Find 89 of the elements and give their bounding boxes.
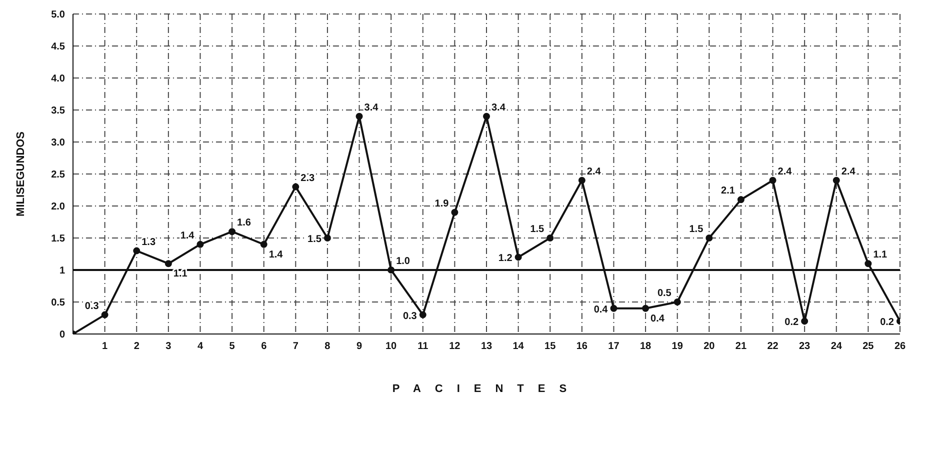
point (419, 311, 426, 318)
data-label: 1.5 (308, 234, 322, 245)
data-label: 1.4 (180, 230, 195, 242)
point (578, 176, 586, 184)
x-tick-label: 2 (134, 341, 140, 352)
point (196, 240, 204, 248)
point (674, 298, 681, 306)
y-tick-label: 3.5 (51, 106, 66, 117)
x-tick-label: 20 (704, 341, 716, 352)
data-label: 0.3 (402, 310, 418, 322)
y-tick-label: 2.5 (51, 170, 66, 181)
x-tick-label: 21 (735, 341, 747, 352)
y-tick-label: 5.0 (51, 10, 66, 21)
point (642, 304, 650, 312)
y-tick-label: 3.0 (51, 138, 66, 149)
point (769, 176, 776, 184)
x-tick-label: 5 (229, 341, 236, 352)
point (801, 318, 808, 325)
point (292, 183, 300, 190)
data-label: 3.4 (492, 102, 506, 114)
data-label: 1.5 (689, 224, 704, 235)
data-label: 2.1 (721, 186, 736, 197)
data-label: 0.4 (594, 304, 608, 316)
y-tick-label: 0.5 (51, 298, 66, 309)
data-label: 2.4 (586, 166, 602, 178)
data-label: 1.1 (873, 250, 888, 261)
y-tick-label: 2.0 (51, 202, 66, 213)
data-label: 0.4 (650, 313, 665, 324)
point (101, 311, 108, 318)
x-tick-label: 8 (324, 341, 331, 352)
x-tick-label: 10 (386, 341, 398, 352)
point (228, 228, 236, 236)
point (706, 234, 713, 242)
x-tick-label: 1 (102, 341, 108, 352)
x-tick-label: 19 (672, 341, 684, 352)
y-tick-label: 1 (59, 266, 66, 277)
point (864, 260, 872, 268)
point (737, 196, 744, 204)
y-tick-label: 0 (59, 330, 66, 341)
point (514, 254, 522, 261)
point (546, 234, 554, 242)
x-tick-label: 14 (512, 341, 524, 352)
x-tick-label: 17 (608, 341, 620, 352)
x-tick-label: 24 (830, 341, 842, 352)
x-axis-title: PACIENTES (392, 383, 581, 395)
data-label: 0.2 (784, 317, 800, 328)
x-tick-label: 25 (862, 341, 874, 352)
x-tick-label: 22 (767, 341, 779, 352)
data-label: 0.2 (880, 317, 894, 328)
data-label: 2.4 (778, 166, 792, 178)
y-tick-label: 1.5 (51, 234, 66, 245)
data-label: 3.4 (364, 102, 379, 114)
x-tick-label: 23 (799, 341, 811, 352)
x-tick-label: 13 (480, 341, 492, 352)
x-tick-label: 26 (894, 341, 906, 352)
point (133, 247, 140, 254)
x-tick-label: 4 (197, 341, 204, 352)
data-label: 1.9 (434, 198, 450, 210)
y-tick-label: 4.5 (51, 42, 66, 53)
y-tick-label: 4.0 (51, 74, 66, 85)
data-label: 2.4 (841, 166, 856, 178)
point (610, 304, 618, 312)
data-label: 1.2 (498, 253, 513, 264)
point (260, 240, 268, 248)
x-tick-label: 18 (640, 341, 652, 352)
point (388, 266, 395, 274)
data-label: 1.5 (530, 224, 545, 235)
data-label: 1.4 (268, 249, 284, 260)
point (324, 234, 331, 242)
x-tick-label: 6 (261, 341, 268, 352)
x-tick-label: 9 (356, 341, 362, 352)
point (164, 260, 172, 268)
x-tick-label: 11 (418, 341, 429, 352)
data-label: 1.6 (237, 218, 252, 229)
x-tick-label: 3 (166, 341, 172, 352)
point (451, 208, 458, 216)
point (483, 112, 490, 120)
x-tick-label: 12 (449, 341, 461, 352)
data-label: 1.3 (142, 236, 156, 248)
data-label: 0.5 (657, 288, 672, 299)
data-label: 0.3 (84, 300, 100, 312)
y-axis-title: MILISEGUNDOS (14, 132, 27, 216)
data-label: 2.3 (300, 172, 315, 184)
x-tick-label: 15 (544, 341, 556, 352)
point (832, 176, 840, 184)
x-tick-label: 16 (576, 341, 588, 352)
x-tick-label: 7 (292, 341, 299, 352)
point (356, 112, 363, 120)
data-label: 1.0 (396, 256, 410, 267)
